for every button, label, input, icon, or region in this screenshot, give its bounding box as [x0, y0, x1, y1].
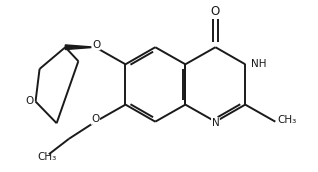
Text: NH: NH: [251, 59, 266, 69]
Text: O: O: [26, 96, 34, 106]
Text: O: O: [91, 114, 100, 124]
Text: O: O: [92, 40, 100, 50]
Text: N: N: [211, 118, 219, 128]
Text: CH₃: CH₃: [38, 152, 57, 162]
Text: CH₃: CH₃: [277, 115, 296, 125]
Polygon shape: [65, 45, 95, 50]
Text: O: O: [211, 5, 220, 18]
